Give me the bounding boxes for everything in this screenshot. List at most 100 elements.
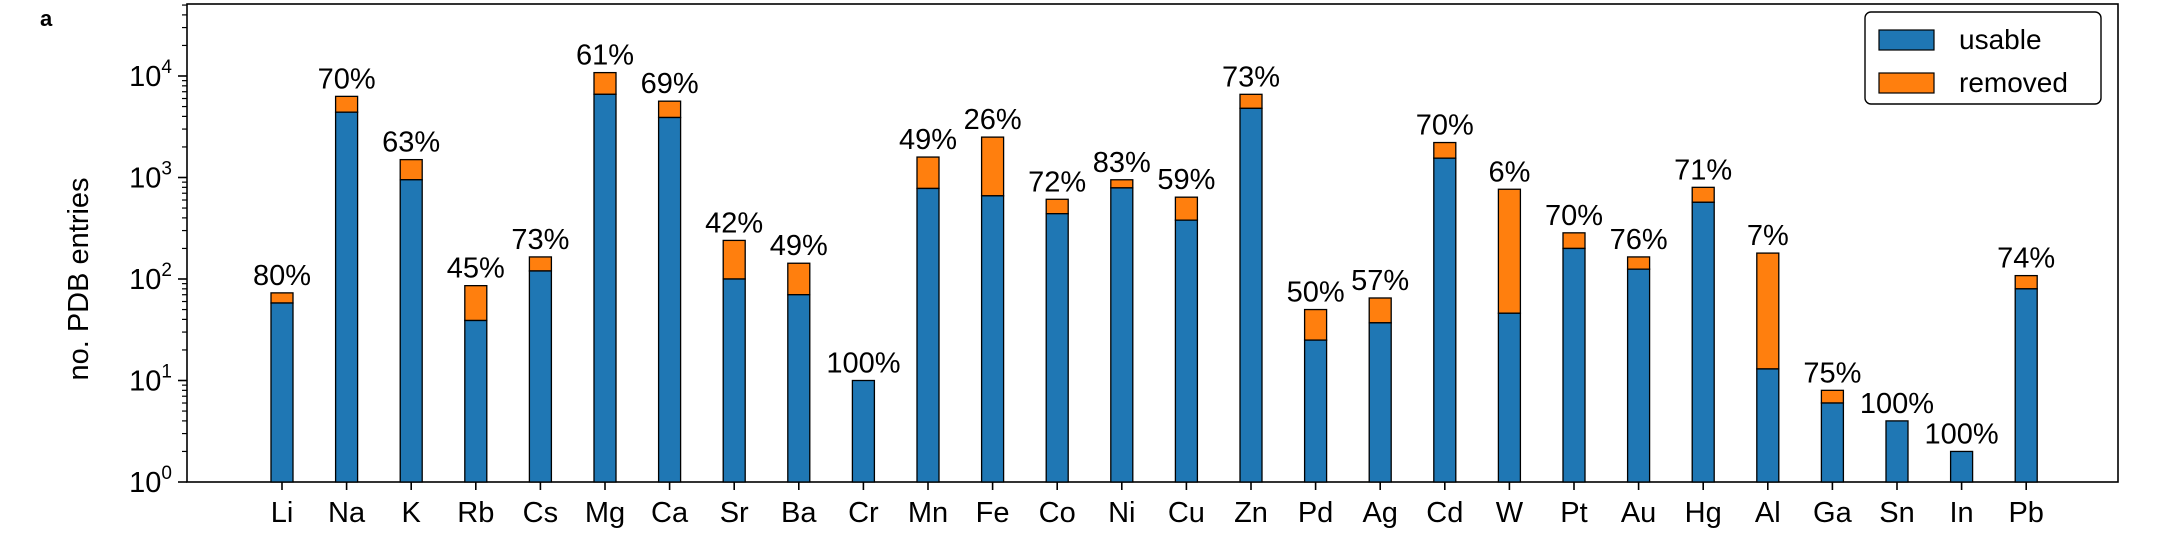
bar-removed-pd <box>1303 308 1328 341</box>
bar-usable-mn <box>916 187 940 483</box>
percent-label: 70% <box>1545 200 1603 232</box>
percent-label: 100% <box>1925 418 1999 450</box>
x-tick-label: W <box>1496 497 1524 529</box>
plot-area: 100101102103104Li80%Na70%K63%Rb45%Cs73%M… <box>129 3 2119 529</box>
bar-usable-co <box>1045 213 1069 483</box>
percent-label: 49% <box>899 124 957 156</box>
bar-usable-sn <box>1885 420 1909 483</box>
bar-removed-w <box>1497 188 1522 314</box>
bar-removed-cs <box>528 256 553 272</box>
x-tick-label: Ca <box>651 497 689 529</box>
percent-label: 63% <box>382 127 440 159</box>
bar-usable-ga <box>1820 402 1845 483</box>
x-tick-label: Cu <box>1168 497 1205 529</box>
bar-usable-rb <box>464 319 488 483</box>
percent-label: 42% <box>705 207 763 239</box>
percent-label: 74% <box>1997 243 2055 275</box>
bar-usable-na <box>334 111 359 483</box>
bar-usable-pt <box>1562 247 1586 483</box>
bar-usable-pb <box>2014 288 2038 483</box>
x-tick-label: Sr <box>720 497 749 529</box>
x-tick-label: Co <box>1039 497 1076 529</box>
percent-label: 76% <box>1610 224 1668 256</box>
x-tick-label: Mg <box>585 497 625 529</box>
legend-swatch-removed <box>1878 72 1935 94</box>
bar-removed-pt <box>1562 232 1586 250</box>
percent-label: 57% <box>1351 265 1409 297</box>
bar-usable-cr <box>851 379 876 483</box>
percent-label: 45% <box>447 253 505 285</box>
bar-usable-au <box>1626 268 1651 483</box>
bar-usable-pd <box>1303 339 1328 483</box>
y-tick-label: 100 <box>129 463 172 499</box>
bar-removed-mg <box>593 71 617 95</box>
percent-label: 70% <box>318 63 376 95</box>
percent-label: 6% <box>1488 156 1530 188</box>
legend-label-usable: usable <box>1959 24 2042 55</box>
percent-label: 50% <box>1287 277 1345 309</box>
y-tick-label: 103 <box>129 159 172 195</box>
x-tick-label: Cs <box>523 497 558 529</box>
bar-usable-li <box>270 302 294 483</box>
percent-label: 72% <box>1028 166 1086 198</box>
percent-label: 80% <box>253 260 311 292</box>
x-tick-label: Zn <box>1234 497 1268 529</box>
bar-removed-ni <box>1110 179 1134 189</box>
legend-swatch-usable <box>1878 29 1935 51</box>
x-tick-label: Pt <box>1560 497 1587 529</box>
y-tick-exponent: 3 <box>161 159 172 180</box>
bar-usable-ca <box>657 116 682 483</box>
bar-usable-w <box>1497 312 1522 483</box>
legend-label-removed: removed <box>1959 67 2068 98</box>
percent-label: 69% <box>641 68 699 100</box>
bar-usable-ag <box>1368 322 1392 483</box>
percent-label: 73% <box>511 224 569 256</box>
bar-removed-cu <box>1174 196 1199 221</box>
x-tick-label: Rb <box>457 497 494 529</box>
bar-usable-sr <box>722 278 746 483</box>
bar-removed-au <box>1626 256 1651 270</box>
bar-usable-ni <box>1110 187 1134 483</box>
bar-removed-na <box>334 95 359 113</box>
percent-label: 61% <box>576 40 634 72</box>
bar-removed-ag <box>1368 297 1392 324</box>
y-tick-exponent: 1 <box>161 362 172 383</box>
bar-usable-cu <box>1174 219 1199 483</box>
percent-label: 83% <box>1093 147 1151 179</box>
x-tick-label: Al <box>1755 497 1781 529</box>
y-tick-base: 10 <box>129 366 161 398</box>
x-tick-label: Cd <box>1426 497 1463 529</box>
x-tick-label: Ag <box>1362 497 1397 529</box>
bar-usable-zn <box>1239 107 1263 483</box>
panel-label: a <box>40 6 53 31</box>
bar-usable-ba <box>787 294 811 483</box>
bar-removed-al <box>1756 252 1780 370</box>
legend: usable removed <box>1864 11 2102 105</box>
x-tick-label: Ni <box>1108 497 1135 529</box>
percent-label: 100% <box>826 348 900 380</box>
bar-usable-al <box>1756 368 1780 483</box>
bar-removed-zn <box>1239 93 1263 110</box>
x-tick-label: Mn <box>908 497 948 529</box>
bar-removed-rb <box>464 284 488 322</box>
x-tick-label: Fe <box>976 497 1010 529</box>
percent-label: 71% <box>1674 154 1732 186</box>
x-tick-label: Cr <box>848 497 879 529</box>
percent-label: 70% <box>1416 110 1474 142</box>
bar-removed-k <box>399 158 423 181</box>
x-tick-label: Pd <box>1298 497 1333 529</box>
x-tick-label: Na <box>328 497 366 529</box>
percent-label: 100% <box>1860 388 1934 420</box>
bar-removed-ga <box>1820 389 1845 404</box>
y-tick-base: 10 <box>129 163 161 195</box>
x-tick-label: Li <box>271 497 294 529</box>
x-tick-label: Ga <box>1813 497 1853 529</box>
x-tick-label: K <box>402 497 422 529</box>
y-tick-base: 10 <box>129 264 161 296</box>
percent-label: 26% <box>964 104 1022 136</box>
percent-label: 59% <box>1157 164 1215 196</box>
bar-removed-cd <box>1433 141 1457 159</box>
x-tick-label: In <box>1950 497 1974 529</box>
y-axis-title: no. PDB entries <box>63 177 95 380</box>
